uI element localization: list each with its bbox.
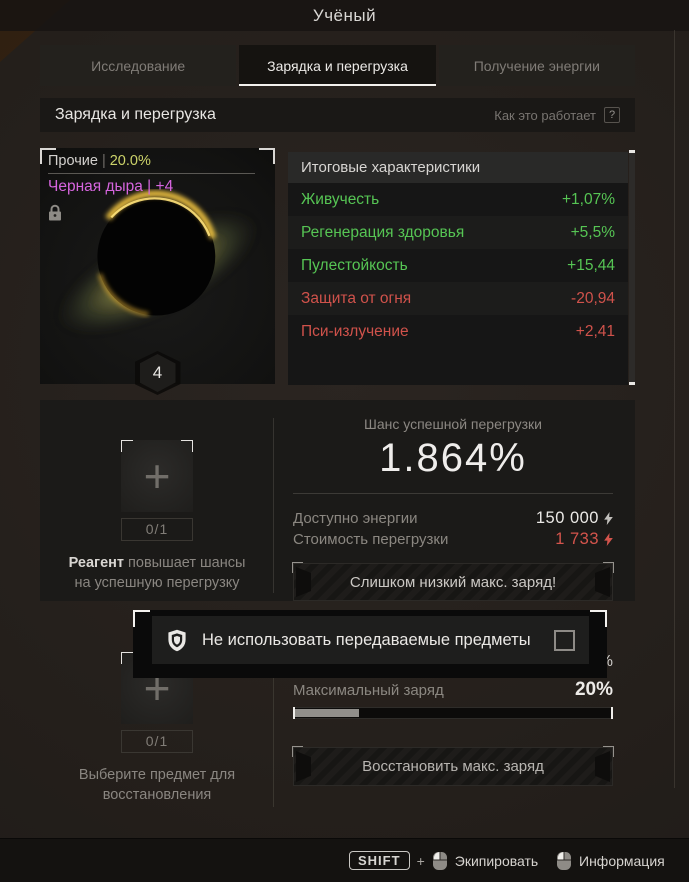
stat-value: +1,07% — [561, 190, 615, 208]
right-edge-line — [674, 30, 675, 788]
info-label: Информация — [579, 852, 665, 869]
equip-shortcut: SHIFT + Экипировать — [349, 839, 538, 882]
max-charge-label: Максимальный заряд — [293, 681, 444, 699]
info-shortcut: Информация — [556, 839, 665, 882]
artifact-category-line: Прочие | 20.0% — [48, 153, 255, 174]
energy-value: 150 000 — [535, 509, 599, 527]
shield-icon — [168, 629, 186, 651]
charge-info-column: % Максимальный заряд 20% Восстановить ма… — [274, 615, 635, 807]
restore-hint-line1: Выберите предмет для — [78, 767, 236, 783]
restore-max-charge-button[interactable]: Восстановить макс. заряд — [292, 746, 614, 786]
overload-panel: + 0/1 Реагент повышает шансы на успешную… — [40, 400, 635, 601]
energy-label: Доступно энергии — [293, 510, 418, 527]
stat-value: +15,44 — [567, 256, 615, 274]
artifact-category: Прочие — [48, 153, 98, 169]
transfer-items-checkbox[interactable] — [554, 629, 575, 651]
divider — [293, 493, 613, 494]
artifact-card[interactable]: Прочие | 20.0% Черная дыра | +4 4 — [40, 148, 275, 395]
energy-bolt-icon — [604, 512, 613, 525]
title-bar: Учёный — [0, 0, 689, 31]
restore-section: + 0/1 Выберите предмет для восстановлени… — [40, 615, 635, 807]
restore-hint: Выберите предмет для восстановления — [52, 765, 262, 805]
stat-label: Пси-излучение — [301, 322, 409, 340]
question-mark-icon[interactable]: ? — [604, 107, 620, 123]
restore-button-label: Восстановить макс. заряд — [362, 758, 544, 775]
stats-scrollbar[interactable] — [629, 150, 635, 385]
reagent-slot-capacity: 0/1 — [121, 518, 193, 541]
button-end-cap — [296, 751, 311, 782]
transfer-items-tooltip: Не использовать передаваемые предметы — [133, 610, 607, 678]
total-stats-panel: Итоговые характеристики Живучесть +1,07%… — [288, 152, 628, 385]
reagent-hint-line2: на успешную перегрузку — [74, 575, 240, 591]
stat-row: Регенерация здоровья +5,5% — [288, 216, 628, 249]
artifact-name: Черная дыра | +4 — [48, 178, 174, 195]
mouse-left-click-icon — [432, 851, 447, 870]
how-it-works-link[interactable]: Как это работает ? — [494, 107, 620, 123]
equip-label: Экипировать — [454, 852, 539, 869]
reagent-hint-strong: Реагент — [68, 555, 124, 571]
item-count-badge: 4 — [134, 351, 181, 395]
tab-charge-overload[interactable]: Зарядка и перегрузка — [239, 45, 436, 86]
stat-row: Защита от огня -20,94 — [288, 282, 628, 315]
separator: | — [101, 153, 106, 169]
overload-chance-label: Шанс успешной перегрузки — [364, 416, 542, 432]
cost-bolt-icon — [604, 533, 613, 546]
shift-key-badge: SHIFT — [349, 851, 410, 870]
stat-label: Регенерация здоровья — [301, 223, 465, 241]
button-end-cap — [595, 751, 610, 782]
restore-slot-capacity: 0/1 — [121, 730, 193, 753]
reagent-slot[interactable]: + — [121, 440, 193, 512]
tab-research[interactable]: Исследование — [40, 45, 237, 86]
energy-row: Доступно энергии 150 000 — [293, 508, 613, 529]
section-header: Зарядка и перегрузка Как это работает ? — [40, 98, 635, 132]
transfer-items-label: Не использовать передаваемые предметы — [202, 630, 531, 649]
cost-value: 1 733 — [555, 530, 599, 548]
black-hole-image — [42, 150, 273, 382]
max-charge-fill — [295, 709, 359, 717]
overload-chance-value: 1.864% — [379, 436, 527, 480]
stat-value: -20,94 — [571, 289, 615, 307]
button-end-cap — [296, 567, 311, 597]
footer-bar: SHIFT + Экипировать Информация — [0, 838, 689, 882]
stat-value: +2,41 — [575, 322, 615, 340]
max-charge-row: Максимальный заряд 20% — [293, 679, 613, 701]
reagent-hint: Реагент повышает шансы на успешную перег… — [52, 553, 262, 593]
tab-bar: Исследование Зарядка и перегрузка Получе… — [40, 45, 635, 86]
overload-info-column: Шанс успешной перегрузки 1.864% Доступно… — [274, 400, 635, 601]
plus-sign: + — [416, 852, 425, 869]
lock-icon[interactable] — [48, 204, 255, 226]
cost-label: Стоимость перегрузки — [293, 531, 449, 548]
stat-label: Защита от огня — [301, 289, 412, 307]
energy-value-group: 150 000 — [536, 509, 613, 528]
how-it-works-label: Как это работает — [494, 107, 596, 123]
artifact-meta: Прочие | 20.0% Черная дыра | +4 — [48, 153, 255, 226]
overload-warning-button[interactable]: Слишком низкий макс. заряд! — [292, 562, 614, 601]
overload-warning-label: Слишком низкий макс. заряд! — [349, 573, 557, 591]
transfer-items-option[interactable]: Не использовать передаваемые предметы — [152, 616, 589, 664]
stat-value: +5,5% — [570, 223, 615, 241]
stat-row: Пулестойкость +15,44 — [288, 249, 628, 282]
cost-row: Стоимость перегрузки 1 733 — [293, 529, 613, 550]
mouse-click-icon — [557, 851, 571, 870]
plus-icon: + — [143, 450, 171, 502]
button-end-cap — [595, 567, 610, 597]
item-count-value: 4 — [139, 354, 176, 392]
section-title: Зарядка и перегрузка — [55, 106, 216, 123]
max-charge-bar — [293, 707, 613, 719]
artifact-condition: 20.0% — [109, 153, 151, 169]
stat-row: Живучесть +1,07% — [288, 183, 628, 216]
reagent-column: + 0/1 Реагент повышает шансы на успешную… — [40, 400, 274, 601]
page-title: Учёный — [312, 6, 377, 25]
tab-energy[interactable]: Получение энергии — [438, 45, 635, 86]
column-divider — [273, 615, 274, 807]
stat-row: Пси-излучение +2,41 — [288, 315, 628, 348]
reagent-hint-rest: повышает шансы — [124, 555, 246, 571]
stats-header: Итоговые характеристики — [288, 152, 628, 183]
cost-value-group: 1 733 — [555, 530, 613, 549]
max-charge-value: 20% — [574, 679, 613, 700]
stat-label: Пулестойкость — [301, 256, 408, 274]
stat-label: Живучесть — [301, 190, 380, 208]
restore-hint-line2: восстановления — [102, 787, 212, 803]
